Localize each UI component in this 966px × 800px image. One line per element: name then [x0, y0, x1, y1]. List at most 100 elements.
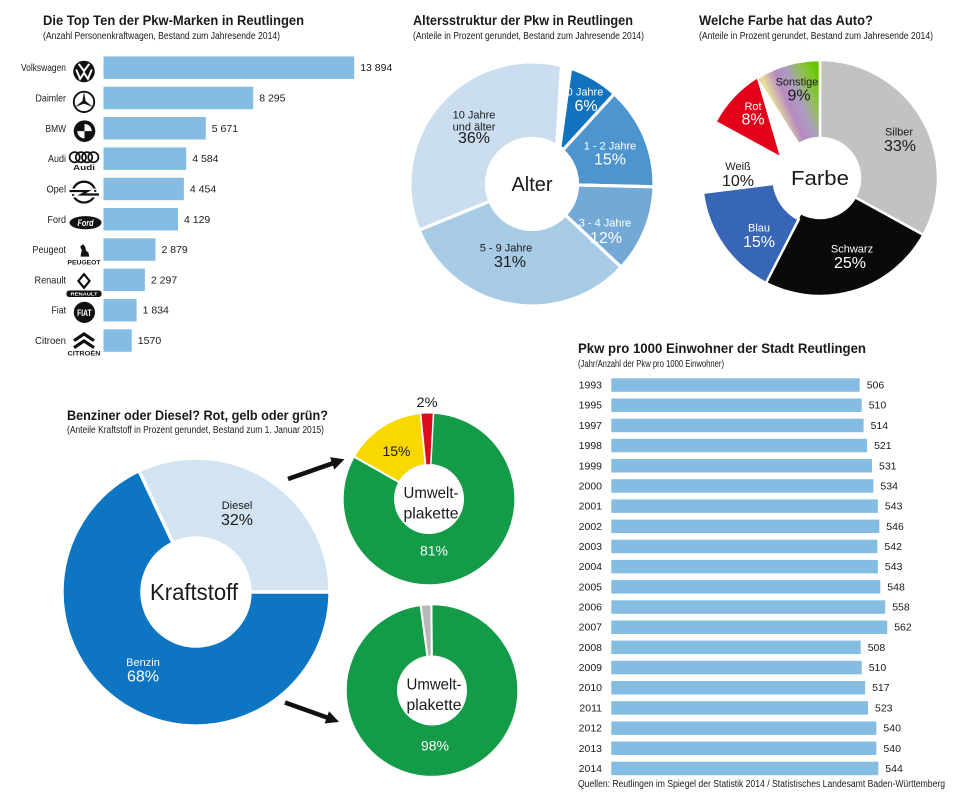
svg-text:506: 506 [867, 380, 885, 392]
svg-text:Alter: Alter [511, 174, 552, 196]
svg-text:4 129: 4 129 [184, 214, 210, 226]
svg-text:Benziner oder Diesel? Rot, gel: Benziner oder Diesel? Rot, gelb oder grü… [67, 407, 328, 423]
svg-text:543: 543 [885, 501, 903, 513]
svg-text:Citroen: Citroen [35, 335, 66, 347]
svg-text:510: 510 [869, 400, 887, 412]
svg-text:68%: 68% [127, 669, 159, 686]
svg-text:2014: 2014 [579, 763, 603, 775]
svg-text:Farbe: Farbe [791, 168, 849, 190]
svg-text:531: 531 [879, 460, 897, 472]
svg-text:81%: 81% [420, 543, 448, 559]
svg-text:Audi: Audi [48, 153, 66, 165]
svg-text:(Anteile Kraftstoff in Prozent: (Anteile Kraftstoff in Prozent gerundet,… [67, 425, 324, 436]
svg-text:Die Top Ten der Pkw-Marken in: Die Top Ten der Pkw-Marken in Reutlingen [43, 12, 304, 28]
svg-text:PEUGEOT: PEUGEOT [68, 259, 101, 266]
svg-text:4 454: 4 454 [190, 183, 216, 195]
svg-text:13 894: 13 894 [360, 62, 392, 74]
svg-text:542: 542 [884, 541, 902, 553]
svg-text:36%: 36% [458, 130, 490, 147]
svg-text:(Anteile in Prozent gerundet,: (Anteile in Prozent gerundet, Bestand zu… [413, 31, 644, 42]
svg-text:2006: 2006 [579, 602, 603, 614]
svg-text:32%: 32% [221, 512, 253, 529]
svg-text:2011: 2011 [579, 702, 602, 714]
svg-text:Blau: Blau [748, 223, 770, 235]
svg-text:517: 517 [872, 682, 890, 694]
svg-text:31%: 31% [494, 254, 526, 271]
svg-text:25%: 25% [834, 255, 866, 272]
svg-text:Kraftstoff: Kraftstoff [150, 579, 239, 605]
svg-text:(Anzahl Personenkraftwagen, Be: (Anzahl Personenkraftwagen, Bestand zum … [43, 31, 280, 42]
svg-text:3 - 4 Jahre: 3 - 4 Jahre [579, 218, 632, 230]
svg-text:2008: 2008 [579, 642, 603, 654]
svg-text:15%: 15% [383, 443, 411, 459]
svg-text:2010: 2010 [579, 682, 603, 694]
svg-text:2003: 2003 [579, 541, 603, 553]
svg-text:Sonstige: Sonstige [776, 77, 819, 89]
svg-text:2 297: 2 297 [151, 274, 177, 286]
svg-text:2001: 2001 [579, 501, 603, 513]
svg-text:2007: 2007 [579, 622, 603, 634]
svg-text:534: 534 [880, 481, 898, 493]
svg-text:plakette: plakette [404, 506, 459, 523]
svg-text:5 - 9 Jahre: 5 - 9 Jahre [480, 243, 533, 255]
svg-text:6%: 6% [574, 98, 597, 115]
svg-text:plakette: plakette [407, 697, 462, 714]
svg-text:BMW: BMW [46, 123, 67, 135]
svg-text:1999: 1999 [579, 460, 603, 472]
svg-text:2012: 2012 [579, 723, 603, 735]
svg-text:Umwelt-: Umwelt- [404, 485, 459, 502]
svg-text:98%: 98% [421, 738, 449, 754]
svg-text:510: 510 [869, 662, 887, 674]
svg-text:2 879: 2 879 [162, 244, 188, 256]
svg-text:RENAULT: RENAULT [71, 292, 98, 297]
svg-text:2%: 2% [417, 394, 438, 410]
svg-text:8 295: 8 295 [259, 93, 285, 105]
svg-text:(Anteile in Prozent gerundet,: (Anteile in Prozent gerundet, Bestand zu… [699, 31, 933, 42]
svg-text:540: 540 [883, 743, 901, 755]
svg-text:Weiß: Weiß [725, 161, 751, 173]
svg-text:9%: 9% [787, 88, 810, 105]
svg-text:1 - 2 Jahre: 1 - 2 Jahre [584, 141, 637, 153]
svg-text:5 671: 5 671 [212, 123, 238, 135]
svg-text:10 Jahre: 10 Jahre [453, 110, 496, 122]
svg-text:10%: 10% [722, 173, 754, 190]
svg-text:543: 543 [885, 561, 903, 573]
svg-text:4 584: 4 584 [192, 153, 218, 165]
svg-text:0 Jahre: 0 Jahre [567, 87, 604, 99]
svg-text:CITROËN: CITROËN [68, 351, 102, 358]
svg-text:Ford: Ford [48, 214, 67, 226]
svg-text:548: 548 [887, 581, 905, 593]
svg-text:2004: 2004 [579, 561, 603, 573]
svg-text:Silber: Silber [885, 127, 913, 139]
svg-text:Fiat: Fiat [52, 305, 67, 317]
svg-text:Diesel: Diesel [222, 500, 253, 512]
svg-text:Ford: Ford [78, 218, 94, 229]
svg-text:Opel: Opel [47, 183, 67, 195]
svg-text:1997: 1997 [579, 420, 603, 432]
svg-text:2009: 2009 [579, 662, 603, 674]
svg-text:Daimler: Daimler [36, 93, 67, 105]
svg-text:15%: 15% [743, 234, 775, 251]
svg-text:8%: 8% [741, 112, 764, 129]
svg-text:546: 546 [886, 521, 904, 533]
svg-text:Audi: Audi [73, 165, 95, 172]
svg-text:Pkw pro 1000 Einwohner der Sta: Pkw pro 1000 Einwohner der Stadt Reutlin… [578, 340, 866, 356]
svg-text:540: 540 [883, 723, 901, 735]
svg-text:Welche Farbe hat das Auto?: Welche Farbe hat das Auto? [699, 12, 873, 28]
svg-text:523: 523 [875, 702, 893, 714]
svg-text:1998: 1998 [579, 440, 603, 452]
svg-text:Renault: Renault [35, 274, 67, 286]
svg-text:Volkswagen: Volkswagen [21, 62, 66, 74]
svg-text:1 834: 1 834 [143, 305, 169, 317]
svg-text:521: 521 [874, 440, 892, 452]
svg-text:12%: 12% [590, 230, 622, 247]
svg-text:Peugeot: Peugeot [33, 244, 67, 256]
svg-text:2002: 2002 [579, 521, 603, 533]
svg-text:544: 544 [885, 763, 903, 775]
svg-text:558: 558 [892, 602, 910, 614]
svg-text:1993: 1993 [579, 380, 603, 392]
svg-text:2005: 2005 [579, 581, 603, 593]
svg-text:Rot: Rot [744, 101, 761, 113]
svg-text:514: 514 [871, 420, 889, 432]
svg-text:Quellen: Reutlingen im Spiegel: Quellen: Reutlingen im Spiegel der Stati… [578, 779, 945, 790]
